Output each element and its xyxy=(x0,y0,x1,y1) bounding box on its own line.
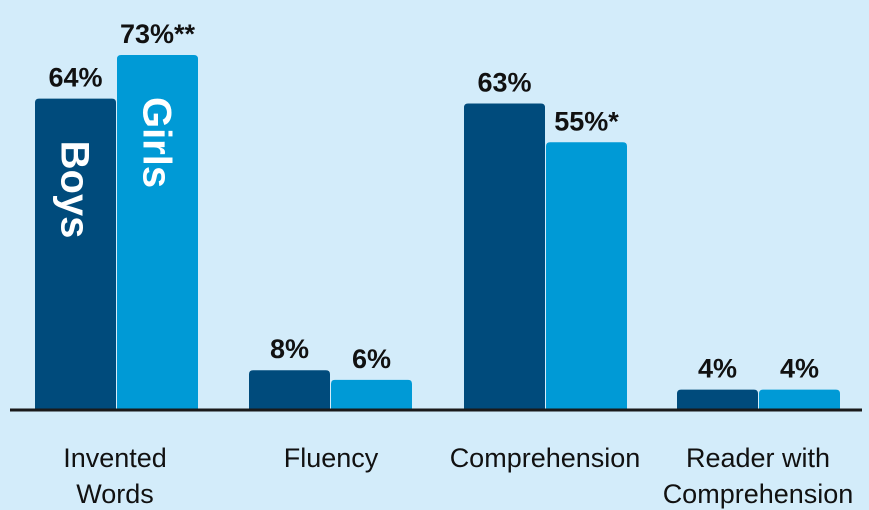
bar-boys-1 xyxy=(249,370,330,409)
value-label-boys-3: 4% xyxy=(698,354,737,384)
bar-boys-0 xyxy=(35,98,116,409)
value-label-boys-0: 64% xyxy=(48,63,102,93)
bar-girls-3 xyxy=(759,389,840,409)
series-label-girls: Girls xyxy=(135,97,179,188)
bar-girls-2 xyxy=(546,142,627,409)
value-label-girls-1: 6% xyxy=(352,344,391,374)
category-label-2: Comprehension xyxy=(450,443,641,473)
value-labels-group: 64% 8% 63% 4% 73%** 6% 55%* 4% xyxy=(48,19,819,384)
category-label-0: Invented Words xyxy=(63,443,167,509)
bars-group xyxy=(35,54,840,409)
value-label-boys-1: 8% xyxy=(270,334,309,364)
series-label-boys: Boys xyxy=(53,141,97,239)
category-label-1: Fluency xyxy=(284,443,379,473)
value-label-girls-0: 73%** xyxy=(120,19,196,49)
value-label-boys-2: 63% xyxy=(477,67,531,97)
bar-boys-3 xyxy=(677,389,758,409)
value-label-girls-2: 55%* xyxy=(554,106,619,136)
category-label-3: Reader with Comprehension xyxy=(663,443,854,509)
category-labels-group: Invented Words Fluency Comprehension Reader … xyxy=(63,443,853,509)
bar-girls-1 xyxy=(331,379,412,409)
series-labels-group: Boys Girls xyxy=(53,97,179,238)
bar-boys-2 xyxy=(464,103,545,409)
bar-girls-0 xyxy=(117,54,198,409)
value-label-girls-3: 4% xyxy=(780,354,819,384)
